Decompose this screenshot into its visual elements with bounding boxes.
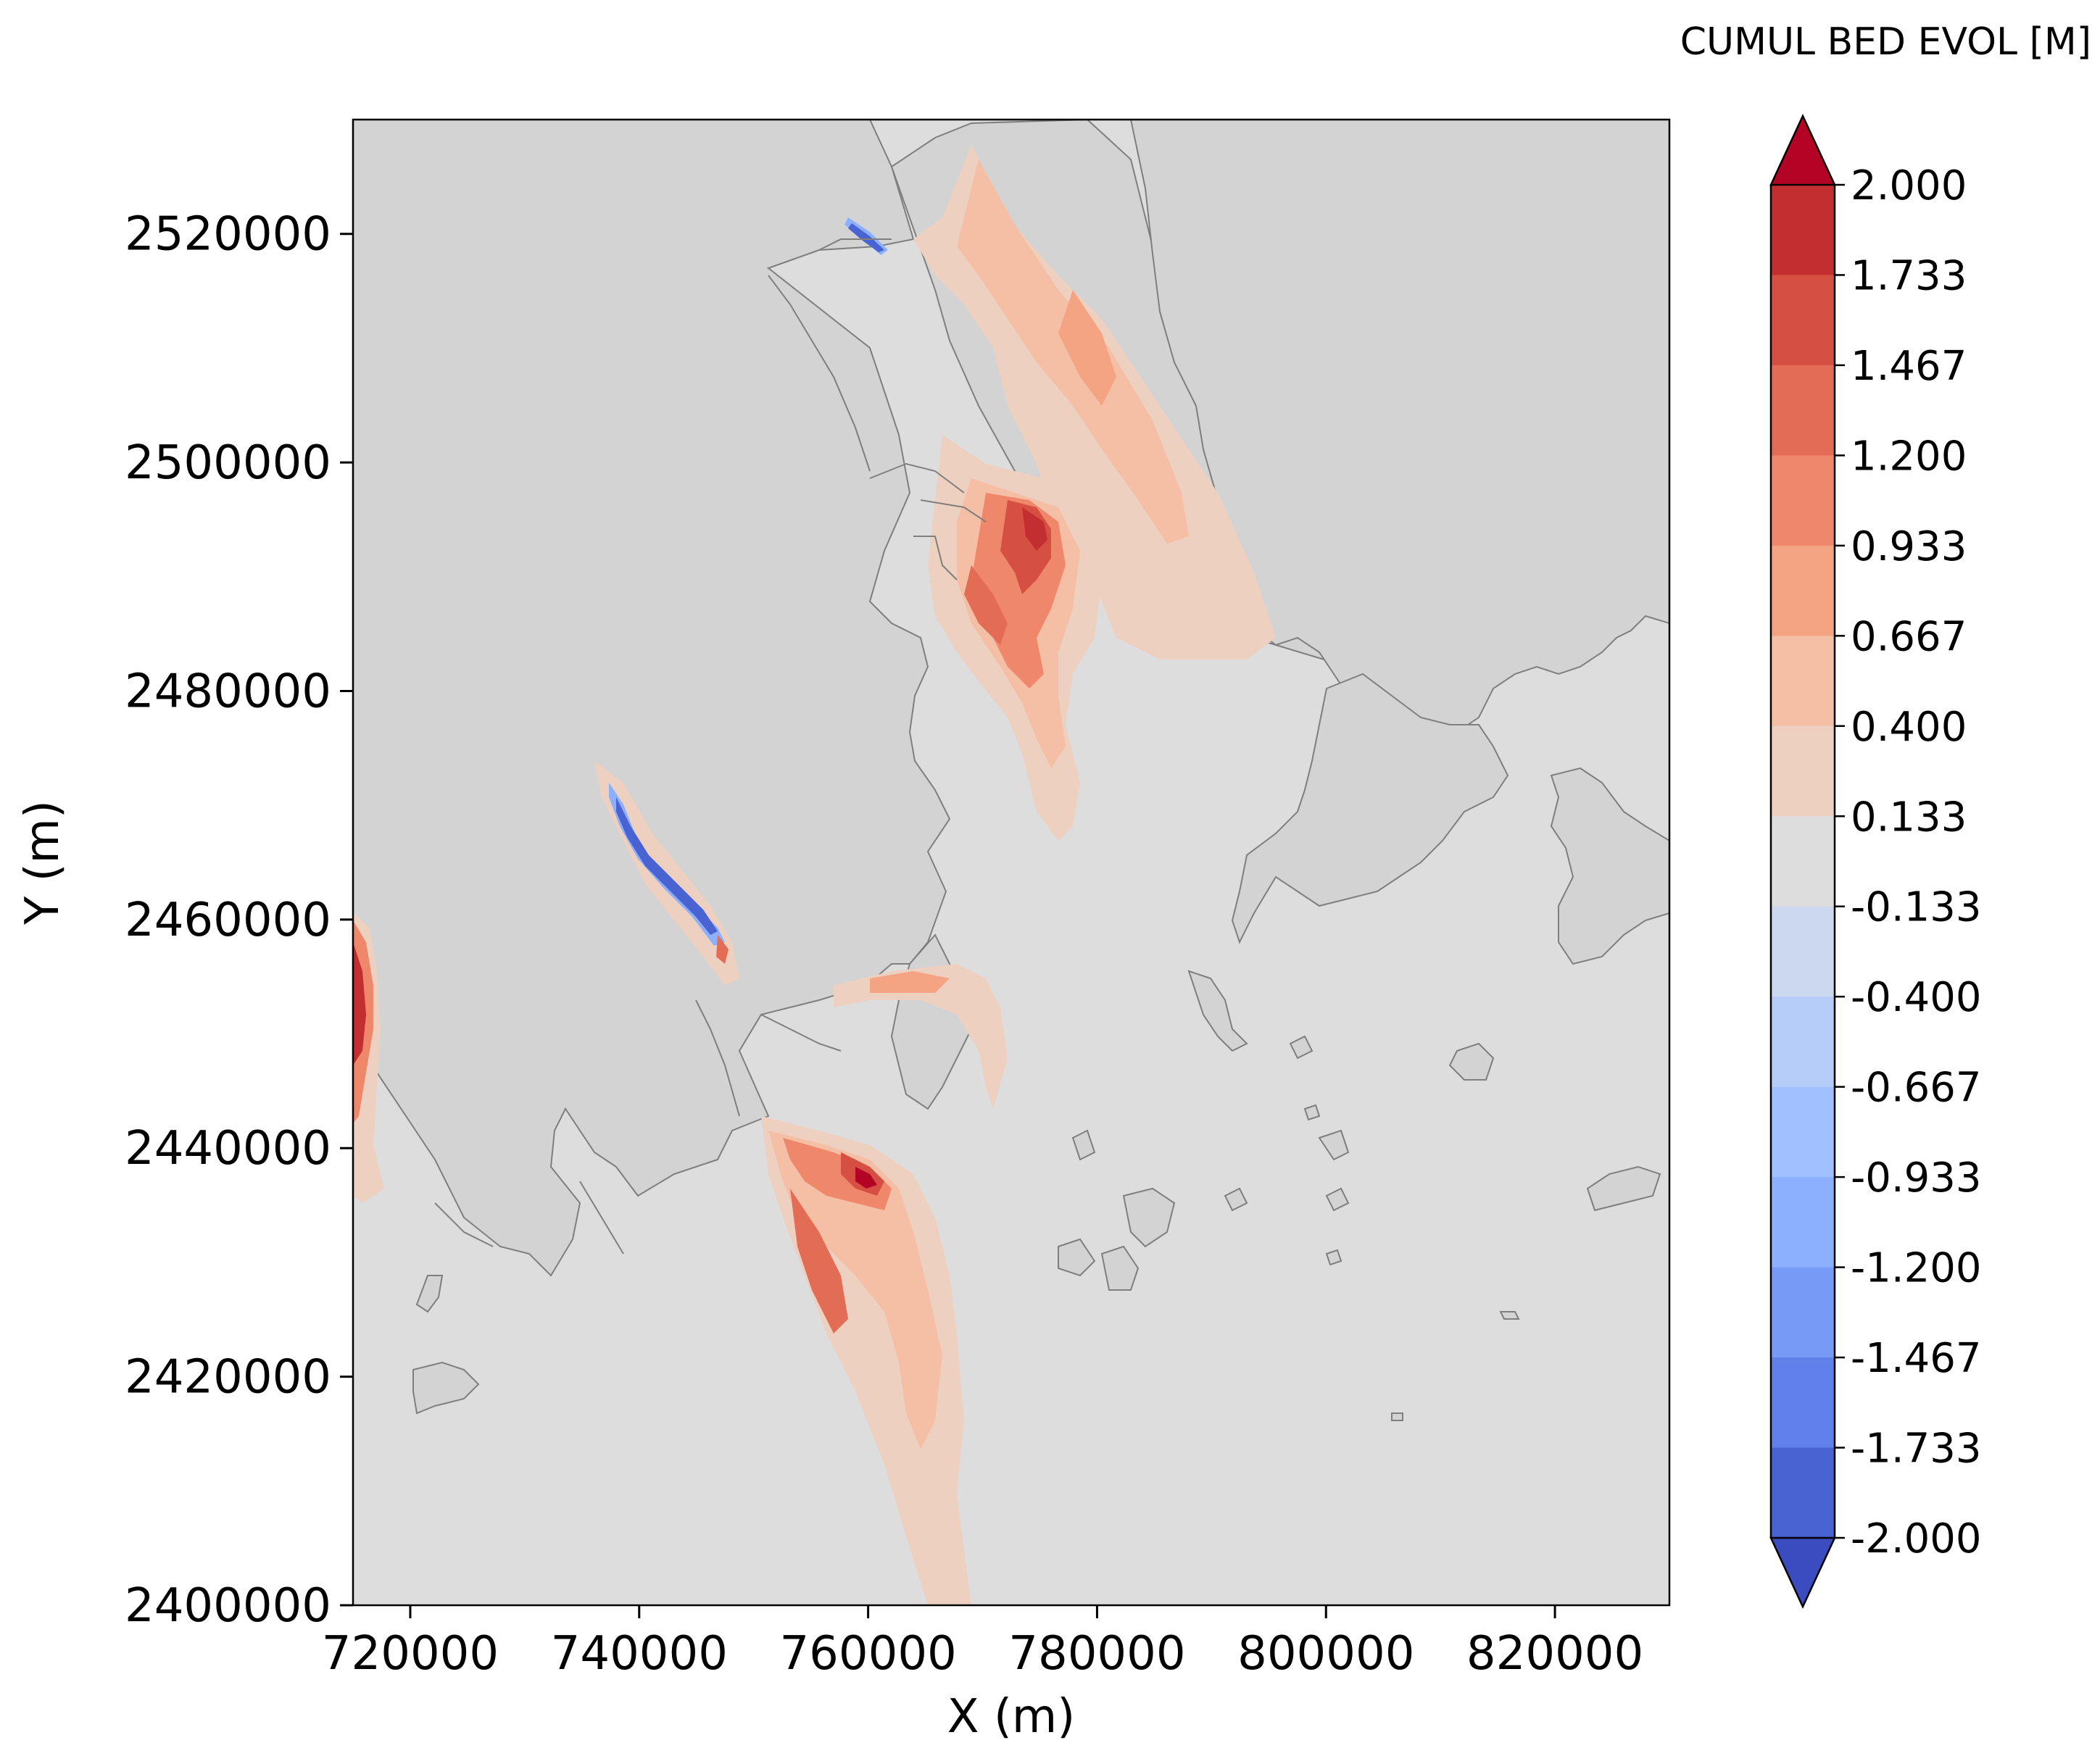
- x-tick-label: 720000: [322, 1627, 499, 1681]
- bed-evolution-field: [353, 145, 1276, 1605]
- x-tick-label: 780000: [1008, 1627, 1185, 1681]
- colorbar-band: [1771, 1447, 1835, 1539]
- colorbar-tick-label: 1.733: [1851, 252, 1967, 299]
- colorbar-band: [1771, 275, 1835, 366]
- y-tick-label: 2460000: [125, 894, 331, 947]
- x-tick-label: 800000: [1237, 1627, 1414, 1681]
- colorbar-tick-label: 2.000: [1851, 162, 1967, 209]
- y-tick-label: 2480000: [125, 665, 331, 718]
- colorbar-tick-label: -0.133: [1851, 884, 1982, 931]
- colorbar-band: [1771, 365, 1835, 456]
- colorbar-band: [1771, 725, 1835, 817]
- colorbar-outline: [1769, 185, 1836, 1538]
- y-axis-label: Y (m): [16, 800, 70, 925]
- colorbar-band: [1771, 455, 1835, 546]
- y-tick-label: 2520000: [125, 208, 331, 262]
- colorbar-tick-label: -1.733: [1851, 1426, 1982, 1473]
- y-tick-label: 2400000: [125, 1579, 331, 1633]
- colorbar-tick-label: -0.667: [1851, 1065, 1982, 1112]
- colorbar-tick-label: -0.933: [1851, 1154, 1982, 1202]
- x-tick-label: 740000: [551, 1627, 728, 1681]
- colorbar-tick-label: 0.400: [1851, 704, 1967, 751]
- colorbar-tick-label: -1.467: [1851, 1335, 1982, 1382]
- x-tick-label: 820000: [1466, 1627, 1643, 1681]
- colorbar-band: [1771, 816, 1835, 907]
- small-islands: [412, 970, 1661, 1421]
- colorbar-band: [1771, 185, 1835, 276]
- y-axis: 2400000 2420000 2440000 2460000 2480000 25000…: [125, 208, 353, 1633]
- colorbar-band: [1771, 636, 1835, 727]
- plot-frame: [352, 118, 1671, 1607]
- lantau-island-land: [1550, 767, 1669, 965]
- colorbar-tick-label: 1.200: [1851, 433, 1967, 480]
- map-plot-area: [352, 118, 1671, 1607]
- x-tick-label: 760000: [779, 1627, 956, 1681]
- colorbar-tick-label: 1.467: [1851, 343, 1967, 390]
- colorbar-tick-label: -1.200: [1851, 1245, 1982, 1292]
- y-tick-label: 2420000: [125, 1351, 331, 1405]
- colorbar-band: [1771, 996, 1835, 1088]
- colorbar-tick-label: 0.933: [1851, 523, 1967, 570]
- colorbar-extend-max: [1769, 114, 1836, 186]
- colorbar-band: [1771, 1086, 1835, 1178]
- hong-kong-island-land: [1231, 673, 1509, 944]
- x-axis-label: X (m): [947, 1690, 1075, 1744]
- colorbar-extend-min: [1769, 1536, 1836, 1609]
- y-tick-label: 2440000: [125, 1122, 331, 1175]
- colorbar-band: [1771, 1267, 1835, 1358]
- colorbar-band: [1771, 906, 1835, 997]
- colorbar-tick-label: 0.133: [1851, 794, 1967, 841]
- colorbar-band: [1771, 545, 1835, 636]
- colorbar-tick-label: 0.667: [1851, 613, 1967, 660]
- colorbar-band: [1771, 1357, 1835, 1449]
- colorbar-tick-label: -0.400: [1851, 974, 1982, 1021]
- y-tick-label: 2500000: [125, 436, 331, 490]
- colorbar-tick-label: -2.000: [1851, 1515, 1982, 1562]
- colorbar-band: [1771, 1177, 1835, 1268]
- colorbar-title: CUMUL BED EVOL [M]: [1680, 20, 2091, 64]
- colorbar: 2.000 1.733 1.467 1.200 0.933 0.667 0.400 0.133…: [1769, 114, 1982, 1609]
- coastline-lines: [434, 238, 987, 1254]
- x-axis: 720000 740000 760000 780000 800000 820000: [322, 1605, 1643, 1681]
